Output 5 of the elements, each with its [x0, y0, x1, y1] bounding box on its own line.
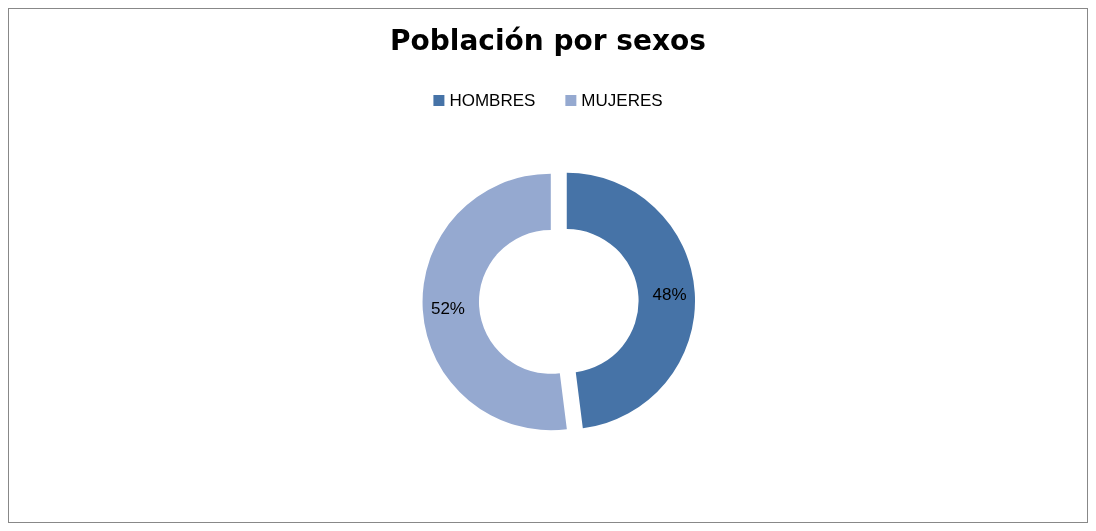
data-label: 48% [652, 284, 687, 304]
data-label: 52% [430, 298, 465, 318]
legend-label: HOMBRES [449, 91, 536, 110]
legend-label: MUJERES [581, 91, 663, 110]
chart-title: Población por sexos [390, 23, 706, 57]
